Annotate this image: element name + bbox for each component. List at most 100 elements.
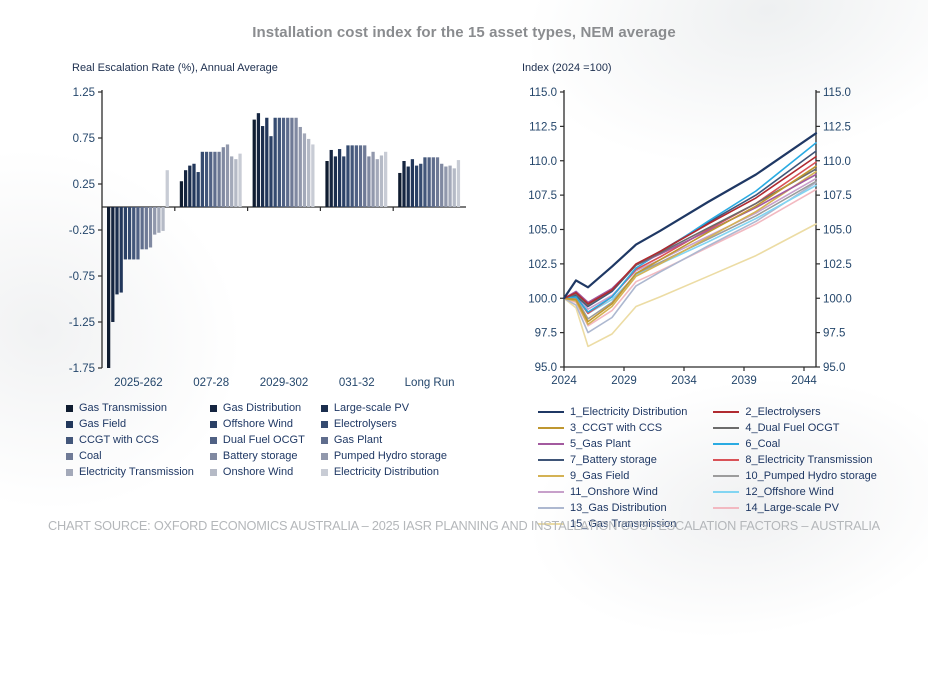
legend-swatch-icon <box>538 410 564 414</box>
legend-column: Gas Distribution Offshore Wind Dual Fuel O… <box>209 402 305 478</box>
svg-text:0.75: 0.75 <box>73 133 95 145</box>
legend-label: Onshore Wind <box>222 466 294 478</box>
legend-item: 8_Electricity Transmission <box>713 454 876 466</box>
legend-label: 4_Dual Fuel OCGT <box>745 422 840 434</box>
legend-item: 7_Battery storage <box>538 454 687 466</box>
svg-text:102.5: 102.5 <box>528 259 557 271</box>
legend-label: Dual Fuel OCGT <box>222 434 305 446</box>
svg-text:2029: 2029 <box>611 375 637 387</box>
svg-text:Long Run: Long Run <box>405 377 455 389</box>
svg-text:97.5: 97.5 <box>535 328 557 340</box>
svg-text:105.0: 105.0 <box>528 225 557 237</box>
legend-label: Offshore Wind <box>222 418 294 430</box>
svg-text:031-32: 031-32 <box>339 377 375 389</box>
bar-chart-legend: Gas Transmission Gas Field CCGT with CCS Co… <box>66 402 476 478</box>
legend-swatch-icon <box>320 404 328 412</box>
legend-item: Gas Distribution <box>209 402 305 414</box>
legend-item: Electricity Transmission <box>66 466 194 478</box>
legend-item: CCGT with CCS <box>66 434 194 446</box>
legend-label: 3_CCGT with CCS <box>570 422 663 434</box>
chart-source-footer: CHART SOURCE: OXFORD ECONOMICS AUSTRALIA… <box>48 518 880 533</box>
legend-swatch-icon <box>713 458 740 462</box>
svg-text:97.5: 97.5 <box>823 328 845 340</box>
bar-chart-panel: Real Escalation Rate (%), Annual Average… <box>58 62 476 478</box>
legend-swatch-icon <box>538 426 564 430</box>
legend-label: 13_Gas Distribution <box>570 502 667 514</box>
legend-item: 13_Gas Distribution <box>538 502 687 514</box>
legend-label: 5_Gas Plant <box>570 438 631 450</box>
legend-swatch-icon <box>538 458 564 462</box>
legend-swatch-icon <box>66 468 73 476</box>
legend-swatch-icon <box>713 410 740 414</box>
legend-swatch-icon <box>209 452 217 460</box>
legend-item: Electricity Distribution <box>320 466 447 478</box>
svg-text:-0.75: -0.75 <box>69 271 95 283</box>
legend-swatch-icon <box>713 426 740 430</box>
legend-label: CCGT with CCS <box>79 434 159 446</box>
legend-label: 9_Gas Field <box>570 470 630 482</box>
legend-column: Gas Transmission Gas Field CCGT with CCS Co… <box>66 402 194 478</box>
legend-swatch-icon <box>66 420 73 428</box>
svg-text:2034: 2034 <box>671 375 697 387</box>
legend-item: Gas Transmission <box>66 402 194 414</box>
legend-swatch-icon <box>713 474 740 478</box>
legend-swatch-icon <box>66 452 73 460</box>
svg-text:2039: 2039 <box>731 375 757 387</box>
line-chart-legend: 1_Electricity Distribution 3_CCGT with CC… <box>538 406 924 530</box>
legend-swatch-icon <box>320 420 328 428</box>
page-title: Installation cost index for the 15 asset… <box>252 24 676 41</box>
svg-text:115.0: 115.0 <box>529 87 557 99</box>
svg-text:-0.25: -0.25 <box>69 225 95 237</box>
legend-label: Large-scale PV <box>333 402 410 414</box>
legend-item: 10_Pumped Hydro storage <box>713 470 877 482</box>
legend-swatch-icon <box>66 436 73 444</box>
legend-label: Gas Plant <box>333 434 383 446</box>
legend-label: 10_Pumped Hydro storage <box>745 470 877 482</box>
legend-item: 14_Large-scale PV <box>713 502 876 514</box>
svg-text:112.5: 112.5 <box>529 121 557 133</box>
legend-swatch-icon <box>320 436 328 444</box>
svg-text:110.0: 110.0 <box>529 156 557 168</box>
legend-label: Gas Distribution <box>222 402 302 414</box>
legend-column: 2_Electrolysers 4_Dual Fuel OCGT 6_Coal 8_E… <box>713 406 877 530</box>
legend-swatch-icon <box>209 404 217 412</box>
legend-swatch-icon <box>320 452 328 460</box>
legend-item: 4_Dual Fuel OCGT <box>713 422 876 434</box>
legend-swatch-icon <box>66 404 73 412</box>
svg-text:115.0: 115.0 <box>823 87 851 99</box>
legend-swatch-icon <box>209 468 217 476</box>
legend-swatch-icon <box>538 474 564 478</box>
svg-text:100.0: 100.0 <box>823 293 852 305</box>
legend-label: 14_Large-scale PV <box>745 502 839 514</box>
legend-swatch-icon <box>713 442 740 446</box>
legend-item: Electrolysers <box>320 418 447 430</box>
legend-label: Electricity Distribution <box>333 466 439 478</box>
svg-text:102.5: 102.5 <box>823 259 852 271</box>
legend-swatch-icon <box>320 468 328 476</box>
svg-text:95.0: 95.0 <box>535 362 557 374</box>
legend-swatch-icon <box>713 506 740 510</box>
legend-label: 2_Electrolysers <box>745 406 821 418</box>
legend-item: Large-scale PV <box>320 402 447 414</box>
legend-item: Offshore Wind <box>209 418 305 430</box>
bar-chart-svg: 1.25 0.75 0.25 -0.25 -0.75 -1.25 -1.75 2025-262… <box>69 87 466 389</box>
legend-label: 8_Electricity Transmission <box>745 454 873 466</box>
legend-swatch-icon <box>538 490 564 494</box>
svg-text:112.5: 112.5 <box>823 121 851 133</box>
legend-item: 11_Onshore Wind <box>538 486 687 498</box>
legend-label: Electrolysers <box>333 418 397 430</box>
legend-label: Electricity Transmission <box>79 466 194 478</box>
svg-text:027-28: 027-28 <box>193 377 229 389</box>
svg-text:1.25: 1.25 <box>73 87 95 99</box>
line-chart-panel: Index (2024 =100) 115.0 115.0 112.5 112.5 11… <box>500 62 924 530</box>
legend-label: 6_Coal <box>745 438 781 450</box>
legend-item: Dual Fuel OCGT <box>209 434 305 446</box>
svg-text:-1.25: -1.25 <box>69 317 95 329</box>
legend-label: Gas Transmission <box>79 402 168 414</box>
legend-item: 12_Offshore Wind <box>713 486 876 498</box>
legend-item: Battery storage <box>209 450 305 462</box>
legend-label: Pumped Hydro storage <box>333 450 447 462</box>
legend-column: 1_Electricity Distribution 3_CCGT with CC… <box>538 406 687 530</box>
legend-column: Large-scale PV Electrolysers Gas Plant Pump… <box>320 402 447 478</box>
svg-text:105.0: 105.0 <box>823 225 852 237</box>
